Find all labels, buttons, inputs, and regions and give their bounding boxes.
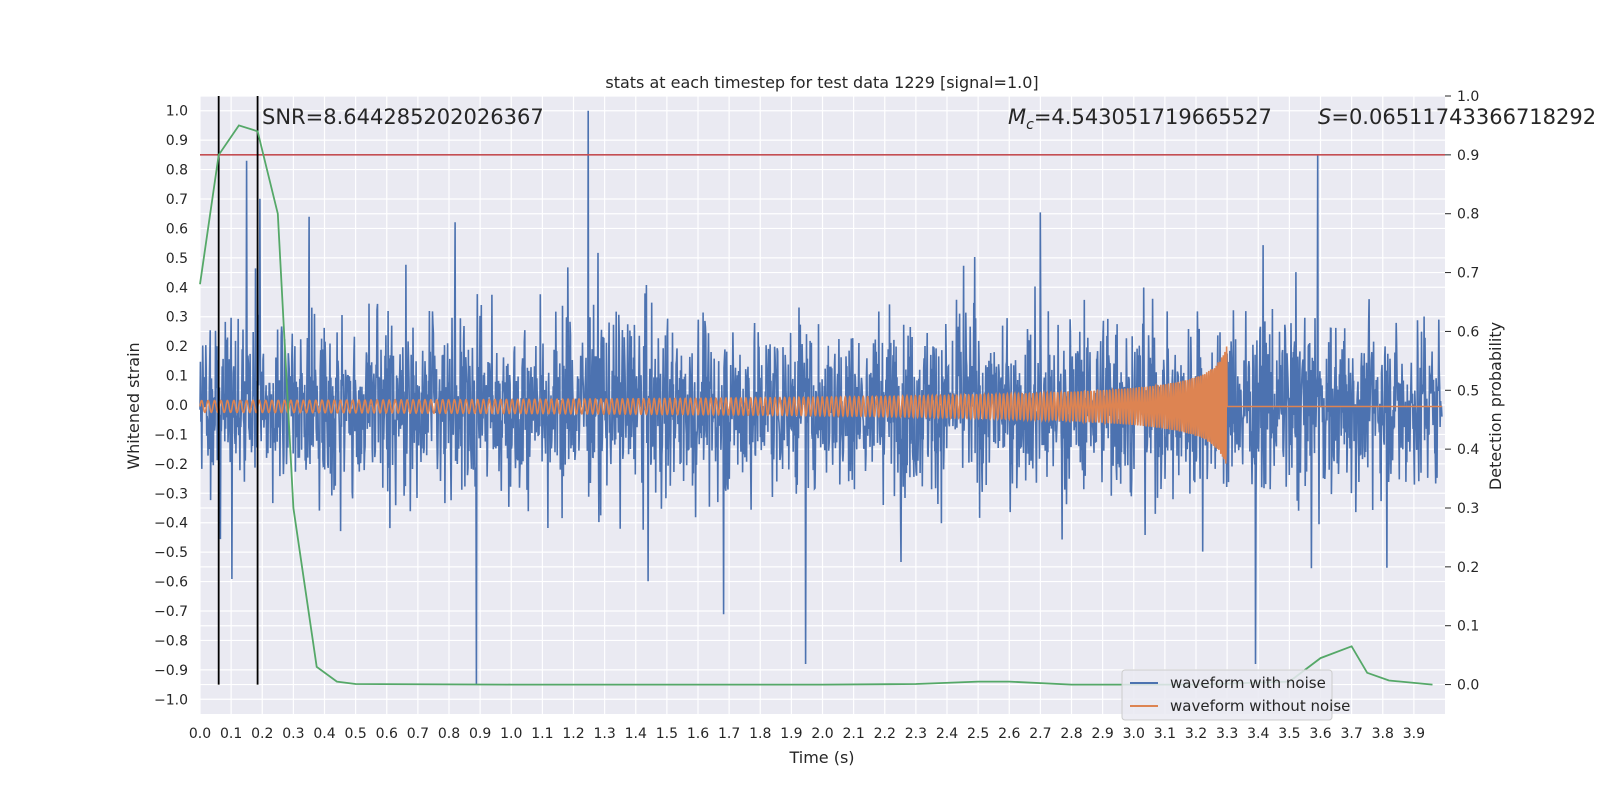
snr-annotation: SNR=8.644285202026367	[262, 105, 544, 129]
y-right-tick-label: 0.6	[1457, 324, 1479, 340]
x-tick-label: 1.6	[687, 726, 709, 742]
series-waveform-with-noise	[199, 110, 1443, 685]
y-left-tick-label: −0.2	[154, 457, 188, 473]
x-tick-label: 3.1	[1154, 726, 1176, 742]
x-tick-label: 2.7	[1029, 726, 1051, 742]
legend: waveform with noise waveform without noi…	[1121, 669, 1350, 721]
x-tick-label: 1.3	[593, 726, 615, 742]
clean-waveform-line	[199, 346, 1442, 464]
x-tick-label: 1.2	[562, 726, 584, 742]
x-tick-label: 0.1	[220, 726, 242, 742]
x-tick-label: 3.7	[1340, 726, 1362, 742]
y-left-tick-label: −0.5	[154, 545, 188, 561]
y-right-tick-label: 0.4	[1457, 442, 1479, 458]
x-tick-label: 3.9	[1403, 726, 1425, 742]
x-tick-label: 0.0	[189, 726, 211, 742]
s-annotation: S=0.06511743366718292	[1318, 105, 1596, 129]
legend-box	[1121, 669, 1333, 721]
y-right-tick-label: 0.9	[1457, 148, 1479, 164]
x-tick-label: 2.9	[1091, 726, 1113, 742]
x-tick-label: 0.6	[376, 726, 398, 742]
y-left-tick-label: −0.1	[154, 427, 188, 443]
y-left-tick-label: 0.9	[166, 133, 188, 149]
y-right-tick-label: 0.5	[1457, 383, 1479, 399]
y-left-tick-label: 0.2	[166, 339, 188, 355]
y-left-tick-label: 0.0	[166, 398, 188, 414]
x-tick-label: 2.2	[874, 726, 896, 742]
y-left-tick-label: 0.5	[166, 251, 188, 267]
y-left-tick-label: −0.9	[154, 663, 188, 679]
y-right-axis-label: Detection probability	[1486, 322, 1505, 490]
x-tick-label: 2.4	[936, 726, 958, 742]
x-tick-label: 3.2	[1185, 726, 1207, 742]
x-tick-label: 2.0	[811, 726, 833, 742]
y-left-tick-label: −0.6	[154, 575, 188, 591]
y-left-tick-label: −0.7	[154, 604, 188, 620]
x-tick-label: 0.3	[282, 726, 304, 742]
x-tick-label: 1.0	[500, 726, 522, 742]
y-left-tick-label: 0.6	[166, 221, 188, 237]
s-value: =0.06511743366718292	[1331, 105, 1596, 129]
x-tick-label: 1.7	[718, 726, 740, 742]
x-tick-label: 3.3	[1216, 726, 1238, 742]
y-left-tick-label: 0.8	[166, 163, 188, 179]
y-left-tick-label: 0.4	[166, 280, 188, 296]
x-tick-label: 3.8	[1372, 726, 1394, 742]
x-tick-label: 1.1	[531, 726, 553, 742]
y-left-tick-label: 0.3	[166, 310, 188, 326]
mc-subscript: c	[1026, 117, 1034, 133]
y-left-tick-label: −0.3	[154, 486, 188, 502]
y-right-tick-label: 0.7	[1457, 266, 1479, 282]
x-tick-label: 1.4	[625, 726, 647, 742]
x-tick-label: 0.9	[469, 726, 491, 742]
chart-title: stats at each timestep for test data 122…	[605, 73, 1038, 92]
series-detection-probability	[199, 124, 1433, 686]
y-right-tick-label: 0.0	[1457, 678, 1479, 694]
noisy-waveform-line	[199, 110, 1443, 685]
x-tick-label: 2.1	[842, 726, 864, 742]
y-right-tick-label: 0.8	[1457, 207, 1479, 223]
x-tick-label: 3.6	[1309, 726, 1331, 742]
x-tick-label: 3.5	[1278, 726, 1300, 742]
y-left-tick-label: −0.4	[154, 516, 188, 532]
mc-value: =4.543051719665527	[1034, 105, 1272, 129]
x-tick-label: 1.9	[780, 726, 802, 742]
x-tick-label: 0.5	[344, 726, 366, 742]
x-tick-label: 2.6	[998, 726, 1020, 742]
x-tick-label: 2.3	[905, 726, 927, 742]
y-left-axis-label: Whitened strain	[124, 342, 143, 469]
legend-label-clean: waveform without noise	[1170, 697, 1350, 715]
x-tick-label: 2.8	[1060, 726, 1082, 742]
y-right-tick-label: 0.3	[1457, 501, 1479, 517]
y-left-tick-label: −1.0	[154, 692, 188, 708]
x-tick-label: 3.0	[1123, 726, 1145, 742]
y-right-tick-label: 0.2	[1457, 560, 1479, 576]
mc-symbol: M	[1008, 105, 1026, 129]
x-tick-label: 1.5	[656, 726, 678, 742]
y-right-tick-label: 1.0	[1457, 89, 1479, 105]
x-axis-ticks: 0.0 0.1 0.2 0.3 0.4 0.5 0.6 0.7 0.8 0.9 1.0 1.1 1.2 1…	[189, 726, 1425, 742]
s-symbol: S	[1318, 105, 1331, 129]
x-tick-label: 0.7	[407, 726, 429, 742]
y-right-tick-label: 0.1	[1457, 619, 1479, 635]
y-right-axis-ticks: 1.0 0.9 0.8 0.7 0.6 0.5 0.4 0.3 0.2 0.1 0.0	[1445, 89, 1479, 694]
x-tick-label: 0.2	[251, 726, 273, 742]
y-left-axis-ticks: 1.0 0.9 0.8 0.7 0.6 0.5 0.4 0.3 0.2 0.1 0.0 −0.1 −0.…	[154, 104, 188, 709]
y-left-tick-label: −0.8	[154, 633, 188, 649]
y-left-tick-label: 0.1	[166, 369, 188, 385]
chirp-mass-annotation: Mc=4.543051719665527	[1008, 105, 1272, 133]
overlay-lines	[200, 96, 1445, 685]
x-tick-label: 3.4	[1247, 726, 1269, 742]
detection-probability-line	[199, 124, 1433, 686]
series-waveform-without-noise	[199, 346, 1442, 464]
x-tick-label: 1.8	[749, 726, 771, 742]
y-left-tick-label: 0.7	[166, 192, 188, 208]
x-tick-label: 0.8	[438, 726, 460, 742]
x-tick-label: 0.4	[313, 726, 335, 742]
x-axis-label: Time (s)	[788, 748, 854, 767]
legend-label-noisy: waveform with noise	[1170, 674, 1326, 692]
x-tick-label: 2.5	[967, 726, 989, 742]
y-left-tick-label: 1.0	[166, 104, 188, 120]
